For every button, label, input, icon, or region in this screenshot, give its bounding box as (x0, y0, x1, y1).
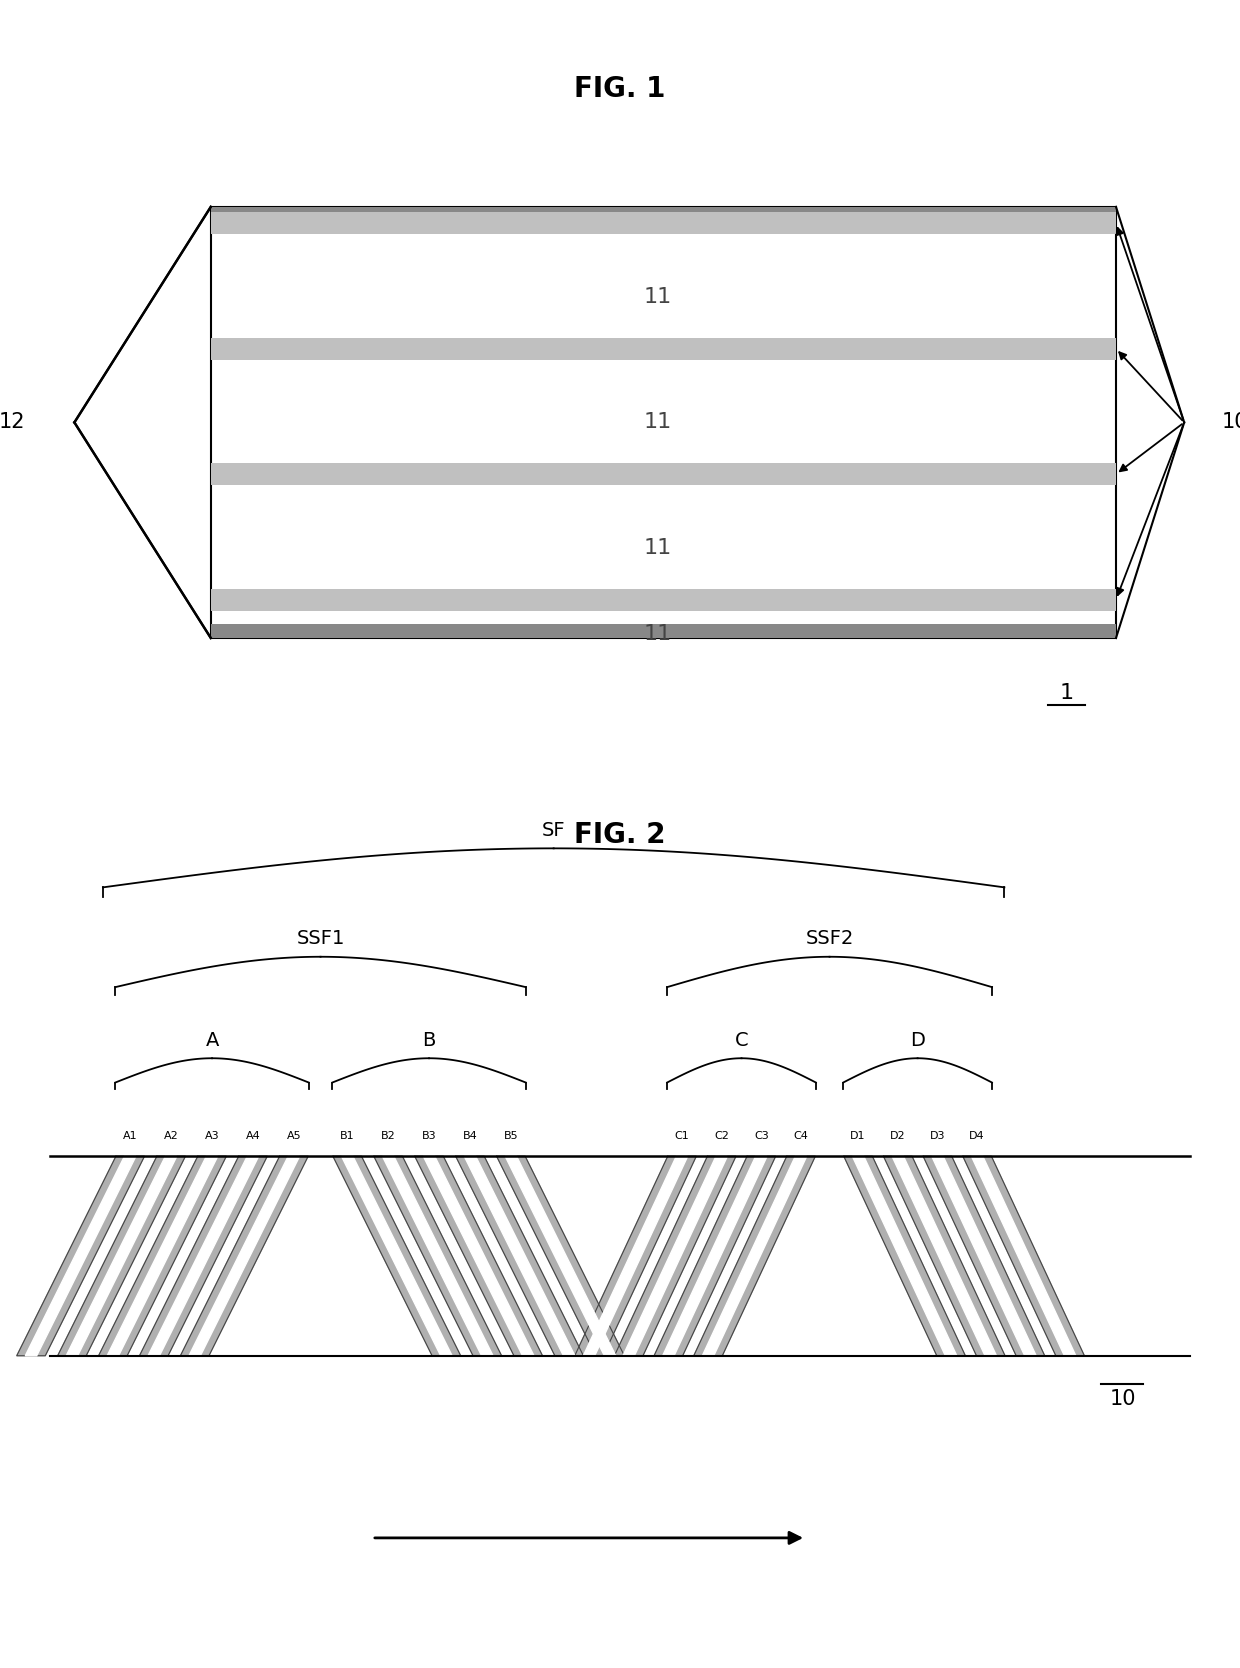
Text: C: C (735, 1031, 748, 1049)
Text: 1: 1 (1059, 682, 1074, 702)
Polygon shape (702, 1156, 807, 1356)
Polygon shape (655, 1156, 776, 1356)
Text: A1: A1 (123, 1131, 138, 1141)
Text: D4: D4 (970, 1131, 985, 1141)
Text: FIG. 1: FIG. 1 (574, 75, 666, 103)
Polygon shape (139, 1156, 268, 1356)
Polygon shape (662, 1156, 768, 1356)
Polygon shape (374, 1156, 501, 1356)
Polygon shape (923, 1156, 1044, 1356)
Polygon shape (382, 1156, 494, 1356)
Polygon shape (892, 1156, 997, 1356)
Text: D3: D3 (930, 1131, 945, 1141)
Polygon shape (66, 1156, 177, 1356)
Text: SSF2: SSF2 (805, 929, 854, 947)
Text: C3: C3 (754, 1131, 769, 1141)
Polygon shape (883, 1156, 1006, 1356)
Bar (211, 464, 1116, 485)
Polygon shape (423, 1156, 534, 1356)
Text: B3: B3 (422, 1131, 436, 1141)
Polygon shape (57, 1156, 186, 1356)
Bar (211, 212, 1116, 234)
Polygon shape (148, 1156, 259, 1356)
Text: C2: C2 (714, 1131, 729, 1141)
Polygon shape (464, 1156, 575, 1356)
Polygon shape (505, 1156, 616, 1356)
Text: 10: 10 (1221, 412, 1240, 432)
Polygon shape (99, 1156, 226, 1356)
Text: A2: A2 (164, 1131, 179, 1141)
Bar (211, 207, 1116, 639)
Text: A4: A4 (246, 1131, 260, 1141)
Polygon shape (496, 1156, 625, 1356)
Text: 11: 11 (644, 537, 671, 557)
Polygon shape (25, 1156, 136, 1356)
Text: B5: B5 (503, 1131, 518, 1141)
Bar (211, 207, 1116, 220)
Polygon shape (332, 1156, 461, 1356)
Polygon shape (971, 1156, 1076, 1356)
Text: C4: C4 (794, 1131, 808, 1141)
Text: FIG. 2: FIG. 2 (574, 821, 666, 849)
Polygon shape (575, 1156, 697, 1356)
Polygon shape (181, 1156, 309, 1356)
Polygon shape (931, 1156, 1037, 1356)
Polygon shape (107, 1156, 218, 1356)
Polygon shape (852, 1156, 957, 1356)
Polygon shape (188, 1156, 300, 1356)
Polygon shape (414, 1156, 543, 1356)
Text: 11: 11 (644, 412, 671, 432)
Polygon shape (456, 1156, 583, 1356)
Text: B: B (423, 1031, 435, 1049)
Bar (211, 337, 1116, 360)
Text: D: D (910, 1031, 925, 1049)
Text: A: A (206, 1031, 218, 1049)
Text: 11: 11 (644, 624, 671, 644)
Polygon shape (694, 1156, 816, 1356)
Polygon shape (341, 1156, 453, 1356)
Polygon shape (843, 1156, 965, 1356)
Text: A3: A3 (205, 1131, 219, 1141)
Polygon shape (583, 1156, 688, 1356)
Text: SF: SF (542, 821, 565, 839)
Text: B2: B2 (381, 1131, 396, 1141)
Bar (211, 624, 1116, 639)
Polygon shape (17, 1156, 144, 1356)
Text: B4: B4 (463, 1131, 477, 1141)
Text: 12: 12 (0, 412, 25, 432)
Polygon shape (962, 1156, 1084, 1356)
Text: 11: 11 (644, 287, 671, 307)
Text: SSF1: SSF1 (296, 929, 345, 947)
Bar (211, 589, 1116, 610)
Text: D2: D2 (890, 1131, 905, 1141)
Text: 10: 10 (1110, 1389, 1136, 1409)
Text: C1: C1 (675, 1131, 689, 1141)
Text: D1: D1 (851, 1131, 866, 1141)
Polygon shape (622, 1156, 728, 1356)
Polygon shape (614, 1156, 737, 1356)
Text: A5: A5 (286, 1131, 301, 1141)
Text: B1: B1 (340, 1131, 355, 1141)
